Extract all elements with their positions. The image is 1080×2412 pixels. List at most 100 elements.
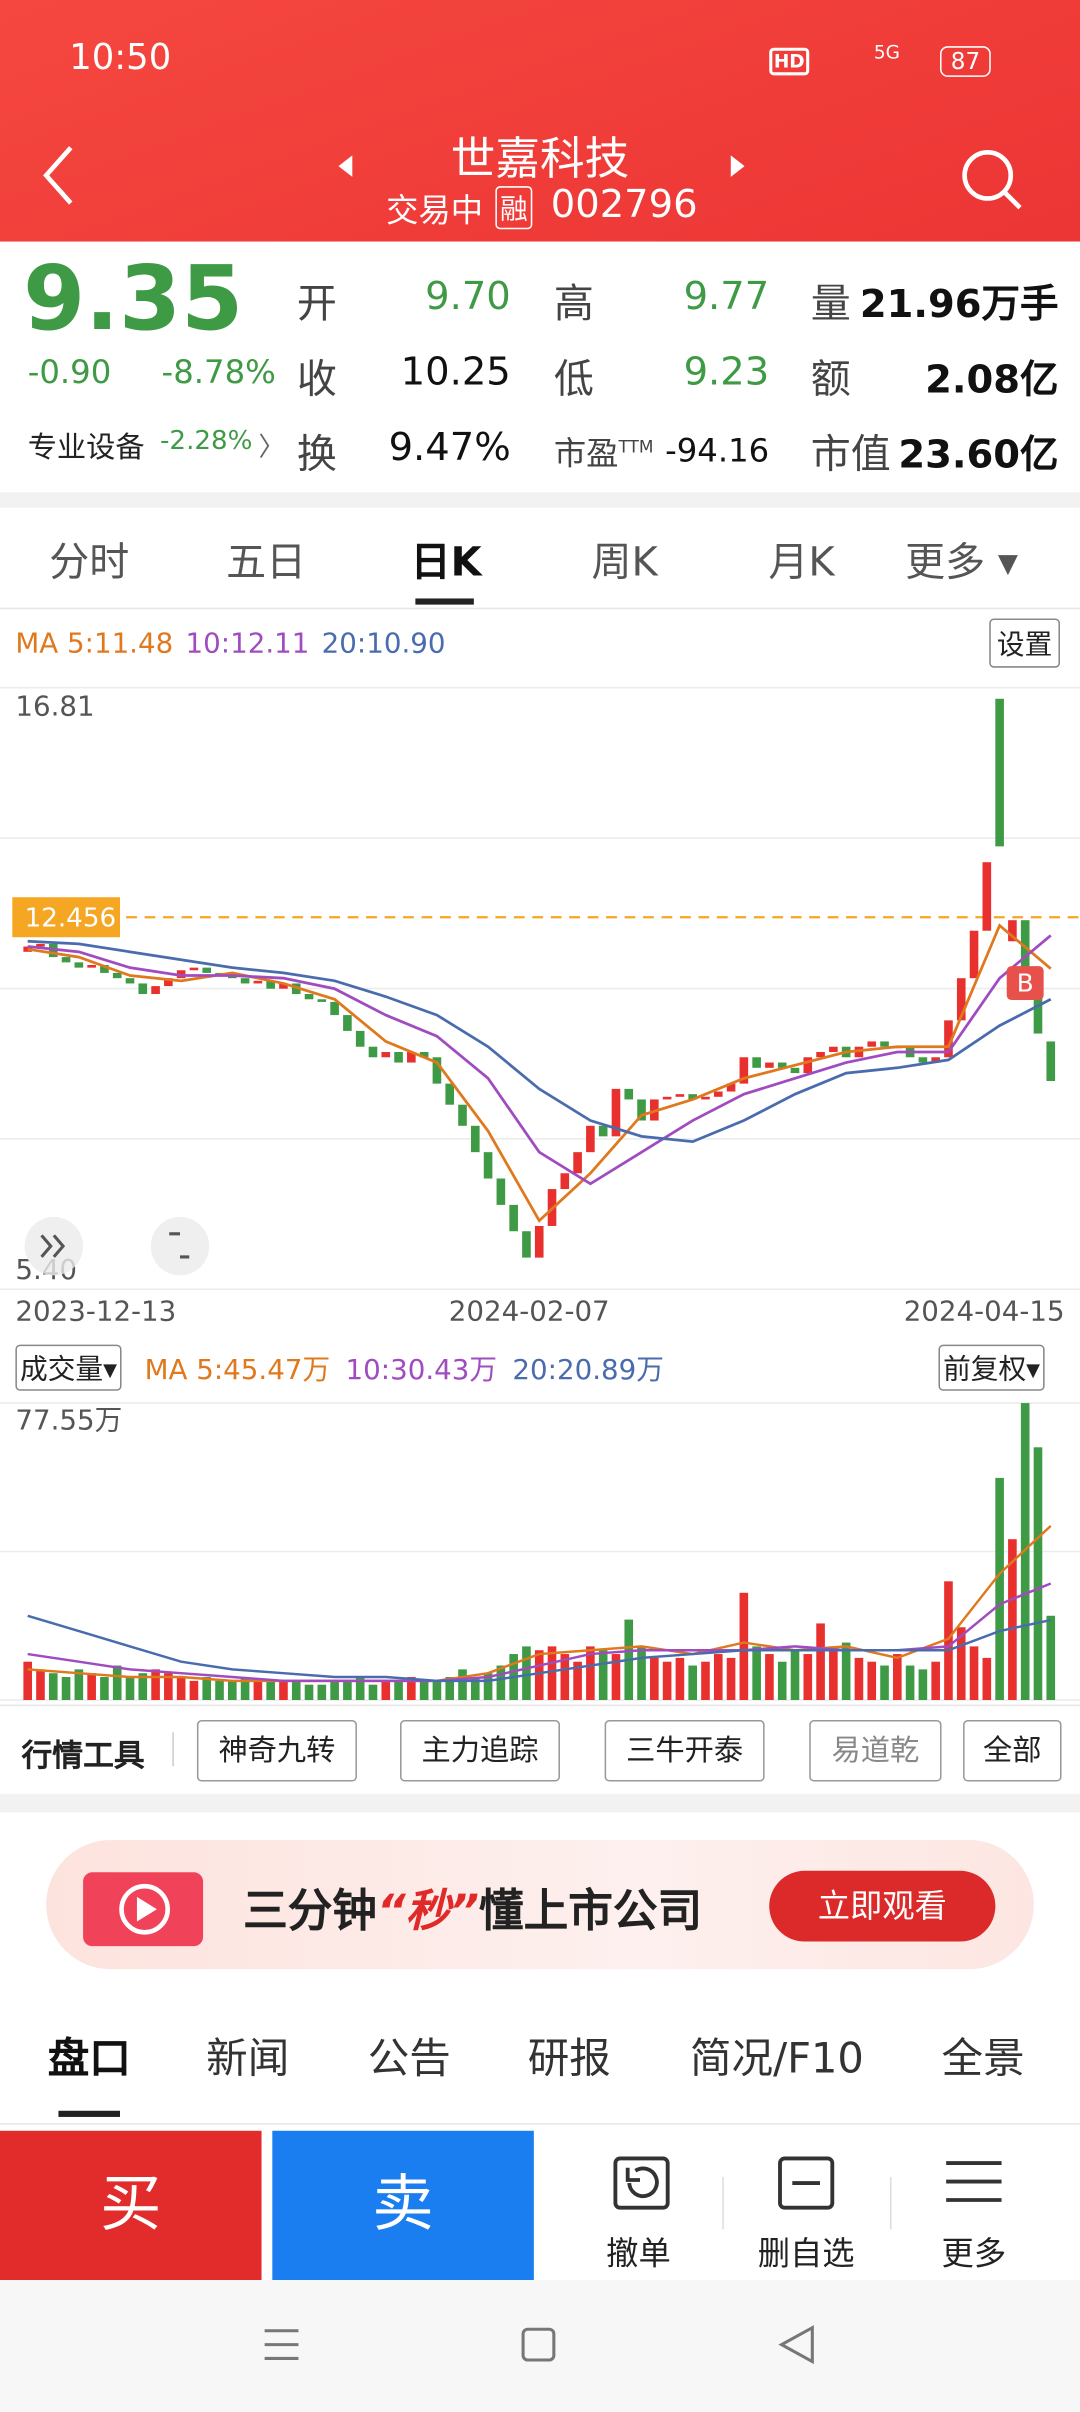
volume-bar xyxy=(969,1646,979,1701)
volume-bar xyxy=(61,1677,71,1701)
info-tab[interactable]: 简况/F10 xyxy=(690,2035,864,2084)
volume-bar xyxy=(841,1642,851,1701)
action-label[interactable]: 更多 xyxy=(941,2235,1007,2273)
play-ring xyxy=(119,1883,171,1935)
tool-pill[interactable]: 易道乾 xyxy=(809,1720,942,1782)
field-label: 收 xyxy=(296,356,337,404)
candle-body xyxy=(816,1051,825,1058)
price-marker-box xyxy=(12,897,121,938)
candle-body xyxy=(1046,1041,1056,1081)
volume-bar xyxy=(36,1669,45,1701)
y-tick-label: 77.55万 xyxy=(15,1404,122,1437)
more-icon xyxy=(946,2161,1002,2202)
volume-bar xyxy=(662,1661,672,1701)
volume-bar xyxy=(432,1680,442,1701)
change-pct: -8.78% xyxy=(161,353,276,391)
period-tab[interactable]: 周K xyxy=(591,540,658,587)
period-tab[interactable]: 月K xyxy=(768,540,835,587)
volume-bar xyxy=(496,1665,506,1701)
volume-bar xyxy=(752,1646,761,1701)
candle-body xyxy=(1033,993,1043,1034)
trade-status: 交易中 xyxy=(386,192,484,230)
divider xyxy=(0,1793,1080,1813)
candle-body xyxy=(752,1057,761,1068)
search-button[interactable] xyxy=(962,150,1014,201)
action-label[interactable]: 删自选 xyxy=(757,2235,855,2273)
volume-bar xyxy=(240,1677,250,1701)
info-tab[interactable]: 研报 xyxy=(527,2035,611,2084)
x-tick-label: 2024-02-07 xyxy=(449,1294,610,1327)
period-tab[interactable]: 日K xyxy=(410,540,482,587)
all-tools[interactable]: 全部 xyxy=(963,1720,1062,1782)
info-tab[interactable]: 盘口 xyxy=(47,2035,131,2084)
watch-button[interactable]: 立即观看 xyxy=(769,1870,996,1942)
candle-body xyxy=(522,1231,531,1258)
hd: HD xyxy=(769,47,810,76)
info-tab[interactable]: 公告 xyxy=(367,2035,451,2084)
field-value: 9.23 xyxy=(683,349,770,394)
candle-body xyxy=(509,1204,518,1232)
price-marker-label: 12.456 xyxy=(25,903,116,933)
candle-body xyxy=(304,993,314,1000)
field-label: 换 xyxy=(296,432,337,479)
banner-part: 懂上市公司 xyxy=(479,1884,703,1937)
vol-ma-legend: 10:30.43万 xyxy=(346,1353,498,1386)
tab-underline xyxy=(58,2110,121,2117)
volume-bar xyxy=(202,1677,212,1701)
volume-bar xyxy=(560,1654,570,1701)
volume-bar xyxy=(100,1677,109,1701)
field-sup: TTM xyxy=(618,436,654,457)
candle-body xyxy=(100,965,109,973)
next-stock[interactable] xyxy=(730,155,745,177)
volume-bar xyxy=(944,1581,953,1701)
tool-pill[interactable]: 神奇九转 xyxy=(196,1720,357,1782)
candle-body xyxy=(394,1051,403,1063)
search-handle xyxy=(1002,190,1022,210)
candle-body xyxy=(112,972,122,979)
volume-bar xyxy=(739,1592,749,1701)
back-key[interactable] xyxy=(778,2325,814,2365)
indicator-dropdown[interactable]: 成交量▾ xyxy=(15,1344,122,1391)
buy-button[interactable]: 买 xyxy=(0,2130,262,2281)
info-tab[interactable]: 新闻 xyxy=(206,2035,290,2084)
separator xyxy=(172,1732,174,1767)
field-label: 低 xyxy=(553,356,594,404)
field-value: 2.08亿 xyxy=(925,356,1059,402)
field-value: 10.25 xyxy=(400,349,511,394)
home-key[interactable] xyxy=(521,2327,556,2362)
candle-body xyxy=(637,1099,646,1121)
tool-pill[interactable]: 主力追踪 xyxy=(400,1720,561,1782)
volume-bar xyxy=(291,1680,301,1701)
candle-body xyxy=(23,946,33,952)
volume-bar xyxy=(368,1684,378,1701)
banner-icon xyxy=(83,1872,204,1947)
volume-bar xyxy=(534,1650,544,1701)
candle-body xyxy=(586,1125,595,1153)
volume-bar xyxy=(918,1669,928,1701)
volume-bar xyxy=(867,1661,877,1701)
candle-body xyxy=(982,862,992,931)
period-tab[interactable]: 分时 xyxy=(49,540,130,587)
adjust-dropdown[interactable]: 前复权▾ xyxy=(938,1344,1045,1391)
sector[interactable]: 专业设备 xyxy=(27,430,145,465)
time: 10:50 xyxy=(69,38,172,79)
menu-key[interactable] xyxy=(264,2329,299,2361)
action-label[interactable]: 撤单 xyxy=(606,2235,671,2273)
tool-pill[interactable]: 三牛开泰 xyxy=(604,1720,765,1782)
volume-bar xyxy=(445,1677,455,1701)
info-tab[interactable]: 全景 xyxy=(941,2035,1025,2084)
settings-button[interactable]: 设置 xyxy=(989,618,1061,668)
period-tab[interactable]: 更多 ▾ xyxy=(905,540,1018,587)
volume-bar xyxy=(790,1650,800,1701)
period-tab[interactable]: 五日 xyxy=(226,540,307,587)
action-icons xyxy=(613,2156,1002,2230)
volume-bar xyxy=(726,1657,736,1701)
ma-line xyxy=(27,923,1052,1223)
prev-stock[interactable] xyxy=(338,155,353,177)
volume-bar xyxy=(1020,1403,1030,1701)
network: 5G xyxy=(873,41,900,64)
candle-body xyxy=(611,1088,621,1137)
back-button[interactable] xyxy=(43,146,73,205)
sell-button[interactable]: 卖 xyxy=(272,2130,534,2281)
